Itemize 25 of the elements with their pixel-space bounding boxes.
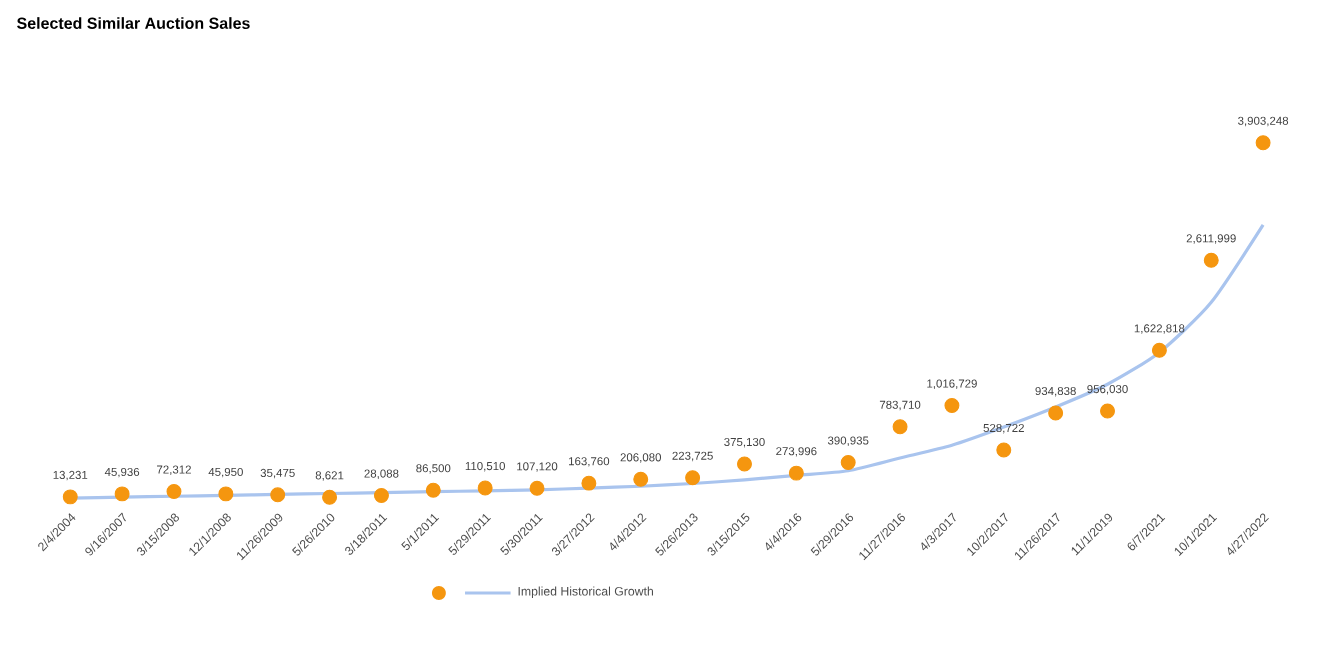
point xyxy=(270,487,286,503)
point xyxy=(62,489,78,505)
point xyxy=(166,484,182,499)
point xyxy=(892,419,908,435)
chart-title: Selected Similar Auction Sales xyxy=(17,17,250,29)
point xyxy=(373,488,389,503)
point xyxy=(840,455,856,470)
point xyxy=(1048,405,1064,421)
point xyxy=(633,471,649,487)
point xyxy=(218,486,234,502)
point xyxy=(1203,252,1219,268)
point xyxy=(685,470,701,486)
point xyxy=(114,486,130,502)
point xyxy=(529,480,545,496)
point xyxy=(737,456,752,472)
point xyxy=(996,442,1012,458)
point xyxy=(425,482,441,498)
point xyxy=(1100,403,1115,419)
point xyxy=(477,480,493,496)
point xyxy=(1151,342,1167,358)
point xyxy=(581,475,597,491)
point xyxy=(1255,135,1271,151)
point xyxy=(944,398,960,413)
point xyxy=(788,465,804,481)
point xyxy=(322,489,338,505)
